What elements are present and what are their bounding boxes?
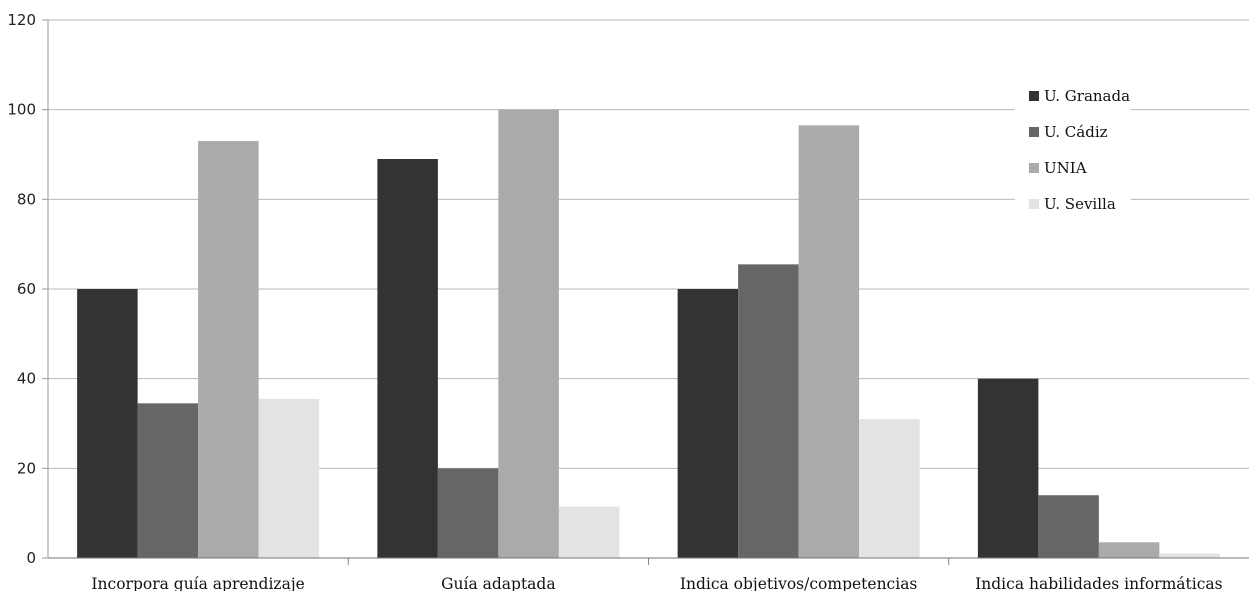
bars (77, 109, 1220, 559)
legend: U. Granada U. Cádiz UNIA U. Sevilla (1015, 78, 1131, 222)
bar-u-sevilla-2 (859, 419, 920, 558)
bar-u-granada-2 (677, 289, 739, 558)
bar-u-granada-3 (977, 378, 1039, 558)
bar-u-c-diz-3 (1038, 495, 1099, 558)
bar-u-sevilla-0 (258, 398, 320, 558)
bar-unia-2 (798, 125, 860, 558)
legend-swatch (1029, 163, 1039, 173)
axes (42, 19, 1249, 565)
legend-swatch (1029, 91, 1039, 101)
bar-u-c-diz-1 (437, 468, 499, 558)
x-tick-label: Guía adaptada (441, 575, 555, 591)
y-tick-label: 80 (17, 190, 36, 208)
bar-u-c-diz-2 (738, 264, 799, 558)
x-tick-labels: Incorpora guía aprendizaje Guía adaptada I… (91, 575, 1222, 591)
bar-u-sevilla-3 (1159, 553, 1220, 558)
bar-u-granada-0 (77, 289, 138, 558)
y-tick-label: 100 (7, 101, 36, 119)
bar-u-granada-1 (377, 158, 438, 558)
y-tick-labels: 0 20 40 60 80 100 120 (7, 11, 36, 567)
x-tick-label: Indica objetivos/competencias (680, 575, 918, 591)
legend-background (1015, 78, 1131, 222)
legend-swatch (1029, 127, 1039, 137)
y-tick-label: 120 (7, 11, 36, 29)
y-tick-label: 60 (17, 280, 36, 298)
x-tick-label: Incorpora guía aprendizaje (91, 575, 304, 591)
y-tick-label: 20 (17, 459, 36, 477)
bar-unia-0 (198, 141, 259, 559)
bar-unia-3 (1098, 542, 1160, 558)
y-tick-label: 40 (17, 370, 36, 388)
legend-label: U. Sevilla (1044, 195, 1116, 213)
legend-label: UNIA (1044, 159, 1087, 177)
bar-u-sevilla-1 (558, 506, 620, 558)
bar-u-c-diz-0 (137, 403, 199, 558)
y-tick-label: 0 (26, 549, 36, 567)
legend-label: U. Granada (1044, 87, 1130, 105)
legend-swatch (1029, 199, 1039, 209)
x-tick-label: Indica habilidades informáticas (975, 575, 1222, 591)
bar-unia-1 (498, 109, 559, 559)
legend-label: U. Cádiz (1044, 123, 1108, 141)
